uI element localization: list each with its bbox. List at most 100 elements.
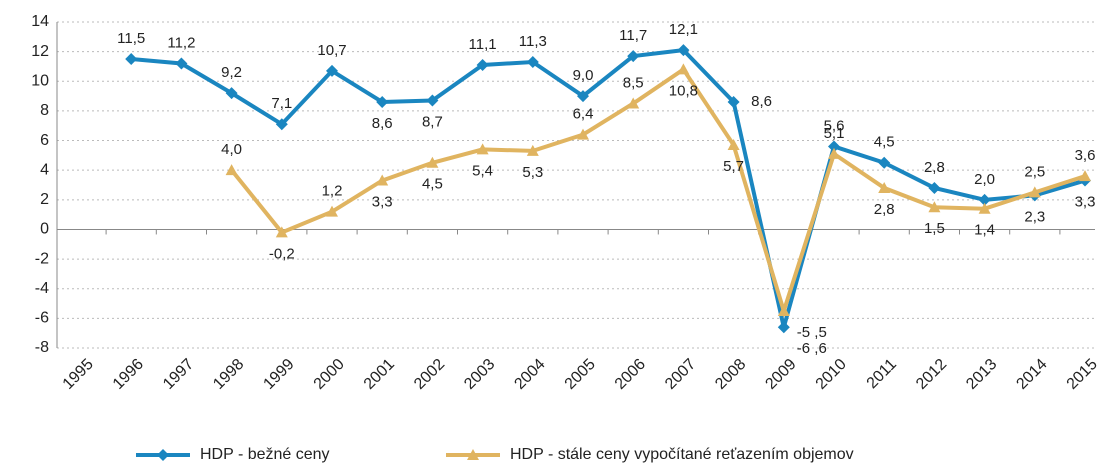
legend-label: HDP - stále ceny vypočítané reťazením ob… [510, 446, 854, 463]
value-label: 2,3 [1024, 208, 1045, 225]
value-label: 8,7 [422, 114, 443, 131]
value-label: 5,1 [824, 125, 845, 142]
marker [526, 56, 539, 69]
marker [878, 156, 891, 169]
y-tick-label: -2 [35, 250, 49, 267]
x-tick-label: 2013 [963, 356, 1000, 393]
marker [1079, 170, 1091, 182]
value-label: 5,3 [522, 164, 543, 181]
x-tick-label: 2012 [913, 356, 950, 393]
value-label: 4,5 [422, 176, 443, 193]
x-tick-label: 2008 [712, 356, 749, 393]
legend-marker [157, 449, 169, 461]
value-label: 3,6 [1075, 147, 1096, 164]
marker [978, 193, 991, 206]
y-tick-label: 12 [31, 43, 49, 60]
x-tick-label: 2015 [1064, 356, 1101, 393]
value-label: 9,0 [573, 67, 594, 84]
marker [727, 138, 740, 150]
x-tick-label: 2014 [1013, 356, 1050, 393]
value-label: 10,8 [669, 82, 698, 99]
x-tick-label: 2000 [311, 356, 348, 393]
value-label: 9,2 [221, 64, 242, 81]
marker [677, 63, 690, 75]
y-tick-label: 8 [40, 102, 49, 119]
marker [376, 96, 389, 109]
y-tick-label: -4 [35, 280, 49, 297]
value-label: 11,7 [619, 27, 647, 44]
value-label: 8,6 [372, 115, 393, 132]
y-tick-label: -8 [35, 339, 49, 356]
value-label: 2,0 [974, 171, 995, 188]
x-tick-label: 2006 [612, 356, 649, 393]
marker [878, 181, 891, 193]
value-label: 3,3 [1075, 194, 1096, 211]
value-label: -6 ,6 [797, 340, 827, 357]
value-label: 6,4 [573, 106, 594, 123]
value-label: 5,4 [472, 162, 493, 179]
marker [577, 128, 589, 140]
value-label: 4,5 [874, 134, 895, 151]
marker [476, 58, 489, 71]
x-tick-label: 1995 [60, 356, 97, 393]
value-label: 11,2 [167, 34, 195, 51]
value-label: 1,5 [924, 220, 945, 237]
marker [777, 304, 790, 316]
y-tick-label: 10 [31, 72, 49, 89]
value-label: 3,3 [372, 194, 393, 211]
marker [627, 50, 640, 63]
marker [326, 205, 338, 217]
x-tick-label: 2004 [511, 356, 548, 393]
series-line [131, 48, 1086, 328]
marker [125, 53, 138, 66]
marker [727, 96, 740, 109]
y-tick-label: 14 [31, 13, 49, 30]
marker [426, 156, 439, 168]
value-label: 2,5 [1024, 163, 1045, 180]
marker [326, 64, 338, 77]
value-label: 8,5 [623, 74, 644, 91]
x-tick-label: 2011 [864, 356, 900, 392]
marker [677, 44, 690, 57]
value-label: 11,1 [469, 36, 497, 53]
value-label: 7,1 [271, 95, 292, 112]
marker [275, 118, 288, 131]
marker [928, 181, 941, 194]
x-tick-label: 2002 [411, 356, 448, 393]
y-tick-label: 0 [40, 221, 49, 238]
marker [175, 57, 188, 70]
x-tick-label: 2001 [361, 356, 398, 393]
marker [476, 143, 489, 155]
x-tick-label: 2003 [461, 356, 498, 393]
value-label: 2,8 [874, 201, 895, 218]
value-label: 11,3 [519, 33, 547, 50]
marker [1028, 186, 1041, 198]
value-label: 2,8 [924, 159, 945, 176]
value-label: 8,6 [751, 93, 772, 110]
marker [376, 174, 389, 186]
marker [828, 140, 840, 153]
legend-marker [467, 449, 479, 460]
marker [225, 164, 238, 176]
marker [275, 226, 288, 238]
x-tick-label: 2010 [813, 356, 850, 393]
legend-label: HDP - bežné ceny [200, 446, 330, 463]
y-tick-label: -6 [35, 310, 49, 327]
x-tick-label: 1997 [160, 356, 197, 393]
value-label: 1,4 [974, 222, 995, 239]
value-label: -0,2 [269, 245, 295, 262]
x-tick-label: 1996 [110, 356, 147, 393]
x-tick-label: 1999 [260, 356, 297, 393]
y-tick-label: 2 [40, 191, 49, 208]
value-label: 1,2 [322, 183, 343, 200]
marker [828, 147, 840, 159]
x-tick-label: 2007 [662, 356, 699, 393]
x-tick-label: 2009 [762, 356, 799, 393]
x-tick-label: 2005 [562, 356, 599, 393]
marker [577, 90, 589, 103]
marker [426, 94, 439, 107]
value-label: 5,6 [824, 117, 845, 134]
marker [225, 87, 238, 100]
marker [627, 97, 640, 109]
